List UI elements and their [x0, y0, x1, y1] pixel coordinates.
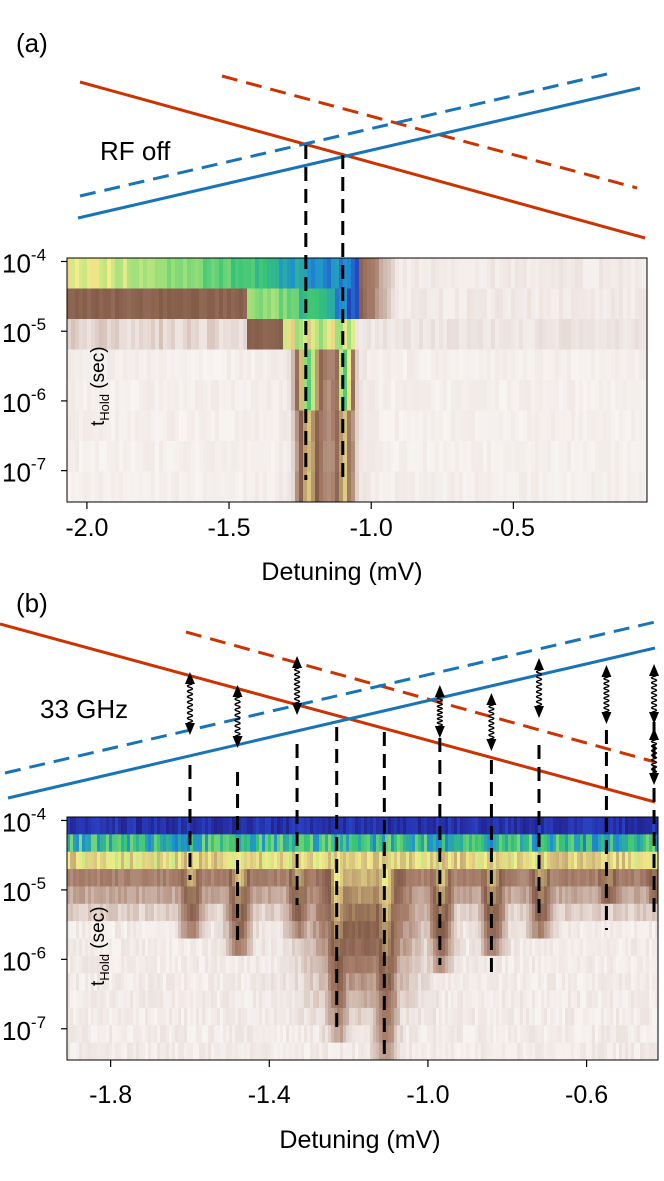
panel-a-y-tick-label: 10-6 [2, 385, 46, 418]
panel-b-y-tick-base: 10 [2, 877, 31, 907]
panel-b-y-tick-exp: -7 [31, 1013, 46, 1032]
panel-b-y-tick-label: 10-5 [2, 874, 46, 907]
panel-a-energy-levels [77, 72, 646, 240]
panel-b-x-tick-label: -1.0 [406, 1081, 449, 1109]
level-red-dashed [221, 74, 638, 190]
panel-a-heatmap [67, 258, 647, 502]
panel-a-ylabel-unit: (sec) [88, 346, 109, 394]
panel-b-y-tick-label: 10-7 [2, 1013, 46, 1046]
photon-arrow-2 [292, 656, 303, 715]
panel-a-x-tick-label: -1.5 [208, 514, 251, 542]
panel-b-dashed-markers [188, 722, 656, 1055]
panel-a: (a) RF off -2.0 -1.5 -1.0 -0.5 10-410-510-6… [2, 28, 648, 586]
photon-arrow-5 [534, 658, 545, 718]
level-red-solid [0, 622, 656, 804]
panel-a-dashed-markers [304, 145, 345, 480]
panel-b-ylabel-sub: Hold [97, 954, 112, 981]
panel-b-annotation: 33 GHz [40, 694, 128, 724]
level-red-dashed [185, 630, 656, 764]
panel-a-x-tick-label: -0.5 [492, 514, 535, 542]
panel-b-xlabel: Detuning (mV) [279, 1126, 440, 1154]
panel-b-y-tick-base: 10 [2, 946, 31, 976]
panel-b-y-tick-base: 10 [2, 1016, 31, 1046]
panel-b-x-tick-label: -1.4 [248, 1081, 291, 1109]
panel-b-x-tick-label: -0.6 [565, 1081, 608, 1109]
panel-b: (b) 33 GHz -1.8 -1.4 -1.0 -0.6 10-410-510-6… [0, 588, 660, 1154]
panel-a-x-ticks: -2.0 -1.5 -1.0 -0.5 [65, 502, 535, 542]
panel-b-y-tick-exp: -6 [31, 943, 46, 962]
panel-a-y-tick-exp: -5 [31, 315, 46, 334]
panel-a-ylabel-main: t [88, 420, 109, 426]
panel-b-y-ticks: 10-410-510-610-7 [2, 804, 67, 1046]
photon-arrow-3 [434, 685, 445, 738]
panel-b-heatmap [67, 817, 658, 1060]
panel-b-y-tick-label: 10-6 [2, 943, 46, 976]
panel-b-ylabel-unit: (sec) [88, 906, 109, 954]
panel-b-y-tick-label: 10-4 [2, 804, 46, 837]
panel-a-y-tick-exp: -6 [31, 385, 46, 404]
panel-a-y-tick-label: 10-7 [2, 455, 46, 488]
level-blue-solid [7, 646, 656, 800]
photon-arrow-4 [486, 693, 497, 751]
panel-a-ylabel: tHold (sec) [88, 346, 112, 426]
panel-a-y-tick-label: 10-4 [2, 245, 46, 278]
panel-b-ylabel-main: t [88, 980, 109, 986]
level-blue-solid [77, 86, 641, 220]
panel-a-y-tick-base: 10 [2, 248, 31, 278]
panel-a-plot-frame [66, 257, 648, 503]
photon-arrow-0 [184, 672, 195, 735]
level-blue-dashed [79, 72, 608, 198]
panel-a-xlabel: Detuning (mV) [261, 558, 422, 586]
panel-a-ylabel-sub: Hold [97, 394, 112, 421]
panel-b-ylabel: tHold (sec) [88, 906, 112, 986]
photon-arrow-1 [232, 685, 243, 748]
photon-arrow-7 [649, 664, 660, 724]
panel-b-energy-levels [0, 620, 656, 804]
panel-a-y-tick-label: 10-5 [2, 315, 46, 348]
panel-a-y-tick-exp: -4 [31, 245, 46, 264]
level-red-solid [79, 80, 646, 240]
panel-a-y-ticks: 10-410-510-610-7 [2, 245, 67, 488]
panel-b-label: (b) [16, 588, 48, 618]
panel-b-x-ticks: -1.8 -1.4 -1.0 -0.6 [89, 1060, 608, 1109]
panel-a-y-tick-exp: -7 [31, 455, 46, 474]
panel-b-y-tick-exp: -4 [31, 804, 46, 823]
panel-b-plot-frame [66, 816, 659, 1061]
panel-a-x-tick-label: -1.0 [350, 514, 393, 542]
panel-a-annotation: RF off [100, 136, 171, 166]
level-blue-dashed [4, 620, 656, 775]
panel-a-y-tick-base: 10 [2, 388, 31, 418]
panel-b-x-tick-label: -1.8 [89, 1081, 132, 1109]
photon-arrow-6 [601, 665, 612, 724]
panel-a-y-tick-base: 10 [2, 318, 31, 348]
panel-a-x-tick-label: -2.0 [65, 514, 108, 542]
panel-a-label: (a) [16, 28, 48, 58]
panel-a-y-tick-base: 10 [2, 458, 31, 488]
panel-b-y-tick-exp: -5 [31, 874, 46, 893]
panel-b-y-tick-base: 10 [2, 807, 31, 837]
